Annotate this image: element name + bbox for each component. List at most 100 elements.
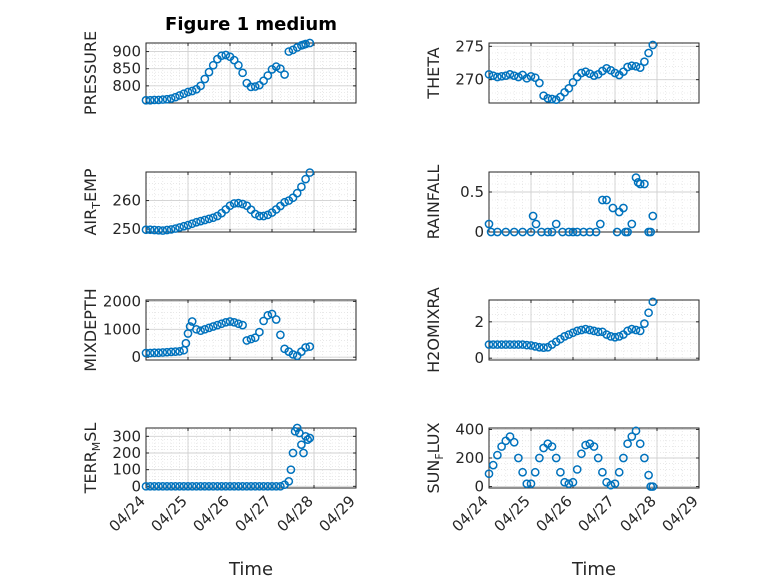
y-tick-label: 2000 bbox=[103, 292, 141, 310]
data-point bbox=[568, 227, 578, 237]
data-point bbox=[154, 481, 163, 491]
data-point bbox=[171, 481, 180, 491]
data-point bbox=[196, 216, 205, 226]
x-axis-label-right: Time bbox=[571, 559, 616, 580]
data-point bbox=[154, 225, 163, 235]
data-point bbox=[175, 223, 184, 232]
data-point bbox=[493, 450, 502, 460]
data-point bbox=[568, 328, 578, 338]
data-point bbox=[259, 316, 268, 326]
data-point bbox=[623, 439, 632, 449]
data-point bbox=[183, 481, 193, 491]
data-point bbox=[234, 198, 243, 208]
data-point bbox=[150, 95, 159, 105]
data-point bbox=[484, 219, 494, 229]
data-point bbox=[627, 324, 637, 334]
data-point bbox=[585, 325, 595, 335]
data-point bbox=[608, 203, 618, 213]
data-point bbox=[208, 322, 218, 331]
y-tick-label: 1000 bbox=[103, 320, 141, 338]
data-point bbox=[225, 481, 235, 491]
data-point bbox=[488, 460, 498, 470]
y-tick-label: 400 bbox=[455, 420, 484, 438]
data-point bbox=[196, 81, 205, 91]
data-point bbox=[208, 213, 218, 223]
data-point bbox=[640, 179, 649, 189]
data-point bbox=[526, 227, 536, 237]
data-point bbox=[509, 227, 519, 237]
data-point bbox=[204, 67, 214, 77]
data-point bbox=[543, 93, 553, 103]
data-point bbox=[526, 71, 536, 81]
data-point bbox=[259, 76, 268, 86]
data-point bbox=[229, 55, 239, 65]
data-point bbox=[631, 426, 641, 436]
data-point bbox=[593, 453, 603, 463]
data-point bbox=[286, 465, 296, 475]
data-point bbox=[150, 225, 159, 235]
data-point bbox=[141, 95, 151, 105]
data-point bbox=[505, 69, 515, 79]
data-point bbox=[535, 78, 544, 88]
data-point bbox=[301, 343, 310, 352]
data-point bbox=[158, 226, 168, 235]
data-point bbox=[484, 69, 494, 79]
data-point bbox=[581, 324, 590, 334]
data-point bbox=[305, 168, 315, 177]
data-point bbox=[271, 315, 281, 324]
data-point bbox=[551, 219, 561, 229]
data-point bbox=[166, 225, 176, 234]
subplot-6: 0 2 H2OMIXRA bbox=[424, 287, 700, 373]
data-point bbox=[564, 227, 574, 237]
data-point bbox=[518, 227, 527, 237]
data-point bbox=[166, 347, 176, 357]
data-point bbox=[619, 203, 628, 213]
data-point bbox=[572, 227, 582, 237]
y-tick-label: 275 bbox=[455, 37, 484, 55]
data-point bbox=[217, 51, 226, 61]
data-point bbox=[208, 60, 218, 70]
axes-box bbox=[488, 299, 700, 361]
data-point bbox=[623, 62, 632, 72]
data-point bbox=[644, 470, 653, 480]
axes-box bbox=[145, 42, 357, 104]
data-point bbox=[627, 61, 637, 71]
data-point bbox=[598, 195, 607, 205]
data-point bbox=[171, 92, 180, 102]
data-point bbox=[234, 481, 243, 491]
data-point bbox=[171, 224, 180, 233]
data-point bbox=[522, 479, 532, 489]
data-point bbox=[229, 317, 239, 327]
axes-box bbox=[145, 427, 357, 489]
axes-box bbox=[488, 42, 700, 104]
data-point bbox=[141, 481, 151, 491]
data-point bbox=[564, 479, 574, 489]
data-point bbox=[648, 40, 658, 50]
y-tick-label: 200 bbox=[455, 449, 484, 467]
data-point bbox=[640, 453, 649, 463]
y-tick-label: 0.5 bbox=[460, 183, 484, 201]
data-point bbox=[577, 325, 586, 335]
data-point bbox=[547, 442, 557, 451]
data-point bbox=[145, 348, 155, 358]
data-point bbox=[246, 82, 256, 92]
data-point bbox=[602, 195, 611, 205]
data-point bbox=[619, 453, 628, 463]
data-point bbox=[610, 332, 620, 342]
data-point bbox=[284, 47, 294, 56]
y-tick-label: 270 bbox=[455, 71, 484, 89]
data-point bbox=[238, 320, 247, 330]
data-point bbox=[259, 481, 268, 491]
data-point bbox=[531, 219, 541, 229]
y-tick-label: 0 bbox=[474, 478, 484, 496]
y-axis-label: MIXDEPTH bbox=[81, 288, 100, 371]
data-point bbox=[623, 326, 632, 336]
data-point bbox=[175, 481, 184, 491]
data-point bbox=[644, 308, 653, 318]
data-point bbox=[486, 227, 496, 237]
data-point bbox=[602, 63, 611, 73]
data-point bbox=[612, 227, 622, 237]
data-point bbox=[187, 317, 197, 326]
data-point bbox=[217, 481, 226, 491]
data-point bbox=[564, 330, 574, 339]
